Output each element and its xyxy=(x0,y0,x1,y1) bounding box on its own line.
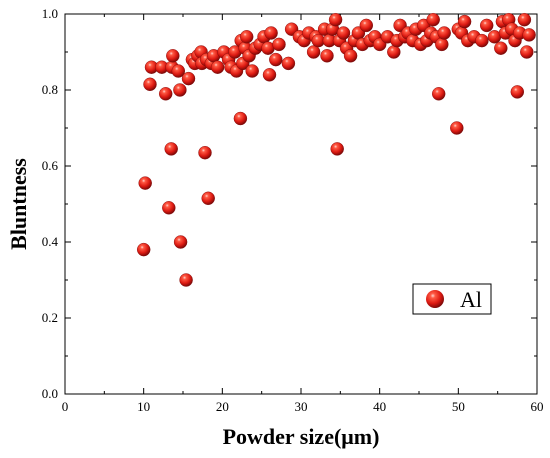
data-point xyxy=(426,13,440,27)
data-point xyxy=(336,26,351,40)
y-tick-label: 0.0 xyxy=(42,386,58,401)
data-point xyxy=(136,242,151,257)
x-axis-title: Powder size(μm) xyxy=(223,424,380,449)
legend: Al xyxy=(412,283,492,315)
data-point xyxy=(320,49,334,63)
y-tick-label: 1.0 xyxy=(42,6,58,21)
data-point xyxy=(517,13,532,27)
x-tick-label: 50 xyxy=(452,399,465,414)
data-point xyxy=(435,37,449,52)
data-point xyxy=(143,77,157,92)
data-point xyxy=(138,176,152,190)
y-tick-label: 0.8 xyxy=(42,82,58,97)
data-point xyxy=(239,30,254,44)
data-point xyxy=(164,142,178,156)
y-axis-title: Bluntness xyxy=(6,158,31,250)
data-point xyxy=(387,45,401,59)
data-point xyxy=(272,37,286,52)
y-tick-label: 0.6 xyxy=(42,158,59,173)
legend-label: Al xyxy=(460,287,482,312)
data-point xyxy=(522,28,536,42)
data-point xyxy=(171,64,186,78)
data-point xyxy=(306,45,321,59)
data-point xyxy=(269,52,283,67)
data-point xyxy=(198,145,212,160)
data-point xyxy=(343,49,358,63)
data-point xyxy=(166,49,180,63)
data-point xyxy=(245,64,259,78)
x-tick-label: 60 xyxy=(531,399,544,414)
data-point xyxy=(262,68,277,82)
data-point xyxy=(173,83,187,97)
data-point xyxy=(158,87,173,101)
y-tick-label: 0.4 xyxy=(42,234,59,249)
data-point xyxy=(181,71,196,86)
data-point xyxy=(210,60,225,74)
data-point xyxy=(494,41,508,55)
data-point xyxy=(233,111,248,126)
plot-frame xyxy=(64,13,538,395)
data-point xyxy=(450,121,464,135)
data-point xyxy=(510,85,524,99)
x-tick-label: 20 xyxy=(216,399,229,414)
data-point xyxy=(281,56,296,71)
data-point xyxy=(162,201,176,215)
data-point xyxy=(179,273,193,287)
data-point xyxy=(480,18,494,33)
data-point xyxy=(520,45,534,59)
x-tick-label: 40 xyxy=(373,399,386,414)
data-point xyxy=(457,14,472,29)
x-tick-label: 10 xyxy=(137,399,150,414)
data-point xyxy=(330,142,344,156)
data-point xyxy=(437,26,451,40)
data-points xyxy=(136,13,536,287)
y-tick-label: 0.2 xyxy=(42,310,58,325)
data-point xyxy=(432,87,446,101)
x-tick-label: 0 xyxy=(62,399,69,414)
legend-marker xyxy=(426,290,444,308)
data-point xyxy=(201,191,215,206)
x-tick-label: 30 xyxy=(295,399,308,414)
axis-ticks: 0 10 20 30 40 50 60 0.0 0.2 0.4 0.6 0.8 1.0 xyxy=(42,6,544,414)
data-point xyxy=(328,13,343,27)
data-point xyxy=(264,26,278,40)
data-point xyxy=(173,235,188,249)
data-point xyxy=(359,18,373,33)
data-point xyxy=(475,33,489,48)
